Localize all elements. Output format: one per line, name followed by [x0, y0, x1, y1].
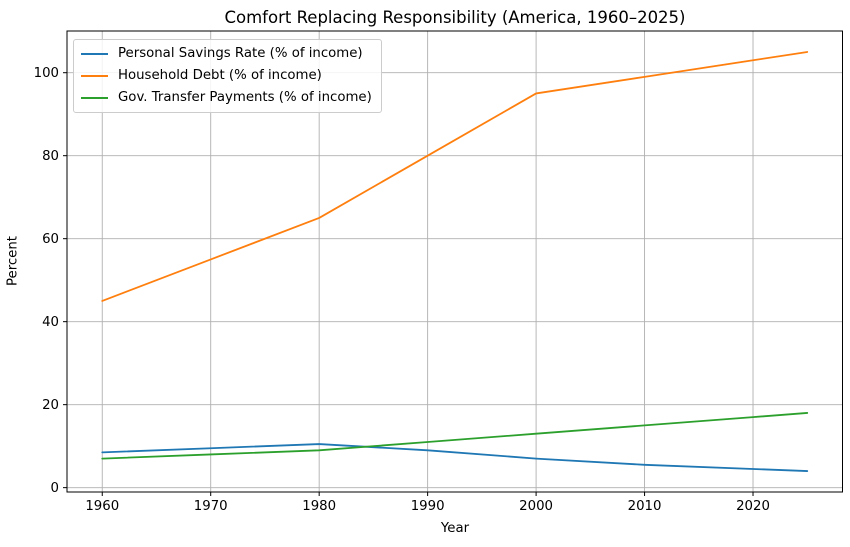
series-line-gov-transfer-payments-of-income [101, 412, 809, 460]
y-axis-label: Percent [5, 235, 21, 287]
x-tick-label: 1960 [85, 499, 119, 514]
x-tick-label: 1970 [194, 499, 228, 514]
y-tick-label: 20 [42, 398, 59, 413]
legend-label: Personal Savings Rate (% of income) [118, 46, 363, 61]
y-tick-label: 0 [51, 481, 59, 496]
y-tick-label: 40 [42, 315, 59, 330]
series-line-personal-savings-rate-of-income [101, 443, 809, 472]
chart-title: Comfort Replacing Responsibility (Americ… [224, 8, 686, 27]
legend-item: Personal Savings Rate (% of income) [81, 45, 372, 62]
legend-item: Gov. Transfer Payments (% of income) [81, 89, 372, 106]
x-tick-label: 2010 [628, 499, 662, 514]
y-tick-label: 60 [42, 232, 59, 247]
x-axis-label: Year [440, 521, 470, 536]
legend: Personal Savings Rate (% of income) Hous… [73, 39, 382, 113]
legend-line-swatch [81, 74, 108, 77]
y-tick-label: 80 [42, 149, 59, 164]
x-tick-label: 2000 [519, 499, 553, 514]
series-line-household-debt-of-income [101, 51, 809, 302]
axes-frame [66, 30, 843, 493]
legend-line-swatch [81, 96, 108, 99]
x-tick-label: 2020 [736, 499, 770, 514]
y-tick-label: 100 [34, 66, 59, 81]
legend-line-swatch [81, 52, 108, 55]
legend-item: Household Debt (% of income) [81, 67, 372, 84]
legend-label: Gov. Transfer Payments (% of income) [118, 90, 372, 105]
legend-label: Household Debt (% of income) [118, 68, 322, 83]
x-tick-label: 1980 [302, 499, 336, 514]
x-tick-label: 1990 [411, 499, 445, 514]
